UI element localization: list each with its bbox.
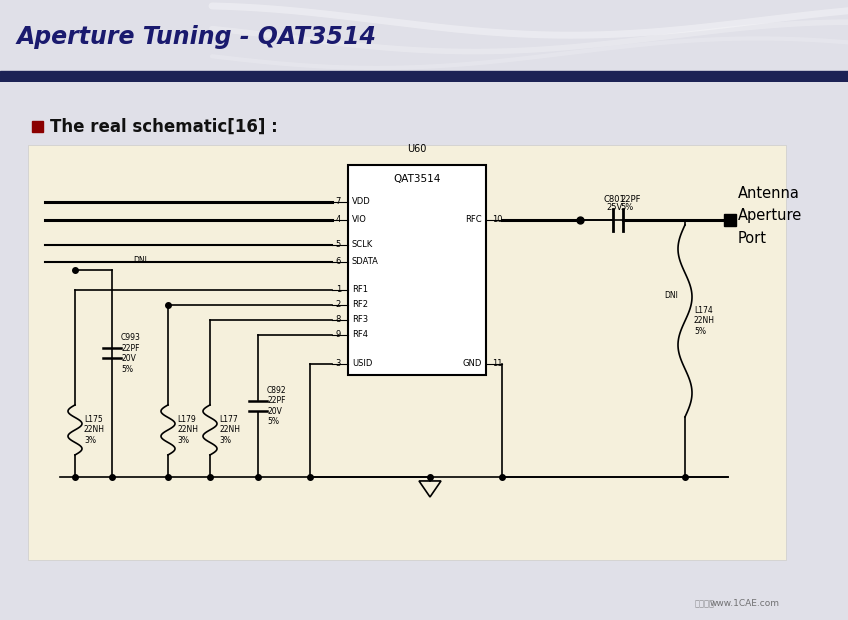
Text: 5: 5 <box>336 241 341 249</box>
Text: VDD: VDD <box>352 197 371 206</box>
Text: 25V: 25V <box>606 203 622 212</box>
Text: 11: 11 <box>492 360 503 368</box>
Text: L174
22NH
5%: L174 22NH 5% <box>694 306 715 336</box>
Text: QAT3514: QAT3514 <box>393 174 441 184</box>
Text: 5%: 5% <box>620 203 633 212</box>
Text: Aperture Tuning - QAT3514: Aperture Tuning - QAT3514 <box>17 25 377 49</box>
Text: L175
22NH
3%: L175 22NH 3% <box>84 415 105 445</box>
Text: RF4: RF4 <box>352 330 368 339</box>
Text: C892
22PF
20V
5%: C892 22PF 20V 5% <box>267 386 287 426</box>
Bar <box>28 145 786 560</box>
Text: 9: 9 <box>336 330 341 339</box>
Text: USID: USID <box>352 360 372 368</box>
Text: www.1CAE.com: www.1CAE.com <box>710 599 780 608</box>
Text: RF1: RF1 <box>352 285 368 294</box>
Text: RF3: RF3 <box>352 316 368 324</box>
Text: RFC: RFC <box>466 215 482 224</box>
Text: GND: GND <box>463 360 482 368</box>
Text: VIO: VIO <box>352 215 367 224</box>
Text: DNI: DNI <box>133 256 147 265</box>
Text: 10: 10 <box>492 215 503 224</box>
Text: 3: 3 <box>336 360 341 368</box>
Text: 22PF: 22PF <box>620 195 640 204</box>
Bar <box>348 165 486 375</box>
Text: 6: 6 <box>336 257 341 267</box>
Text: U60: U60 <box>407 144 427 154</box>
Text: 1: 1 <box>336 285 341 294</box>
Text: L177
22NH
3%: L177 22NH 3% <box>219 415 240 445</box>
Text: 2: 2 <box>336 301 341 309</box>
Text: C801: C801 <box>603 195 625 204</box>
Text: RF2: RF2 <box>352 301 368 309</box>
Text: 7: 7 <box>336 197 341 206</box>
Bar <box>0 71 848 82</box>
Text: L179
22NH
3%: L179 22NH 3% <box>177 415 198 445</box>
Text: C993
22PF
20V
5%: C993 22PF 20V 5% <box>121 334 141 373</box>
Text: 4: 4 <box>336 215 341 224</box>
Text: Antenna
Aperture
Port: Antenna Aperture Port <box>738 186 802 246</box>
Text: 8: 8 <box>336 316 341 324</box>
Text: DNI: DNI <box>664 291 678 301</box>
Text: SCLK: SCLK <box>352 241 373 249</box>
Text: The real schematic[16] :: The real schematic[16] : <box>50 118 278 136</box>
Bar <box>32 121 43 132</box>
Text: SDATA: SDATA <box>352 257 379 267</box>
Text: 仿真在线: 仿真在线 <box>695 599 715 608</box>
